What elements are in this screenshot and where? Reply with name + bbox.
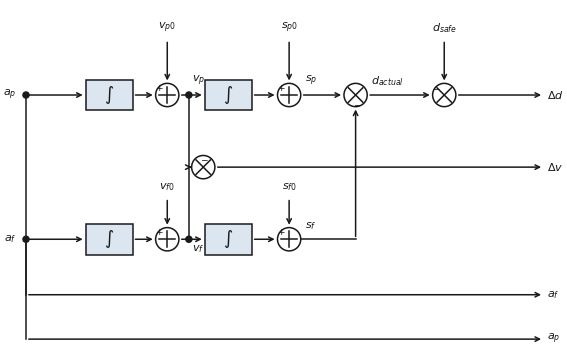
Text: $a_f$: $a_f$	[3, 233, 16, 245]
FancyBboxPatch shape	[86, 224, 133, 254]
Circle shape	[155, 83, 179, 107]
Text: +: +	[155, 84, 162, 93]
Text: $-$: $-$	[353, 99, 362, 108]
Text: $a_p$: $a_p$	[3, 88, 16, 102]
Text: $v_p$: $v_p$	[192, 73, 205, 88]
Text: $-$: $-$	[433, 83, 441, 92]
Text: $\Delta v$: $\Delta v$	[547, 161, 563, 173]
Text: $\int$: $\int$	[223, 84, 233, 106]
Circle shape	[344, 83, 367, 107]
Text: $\int$: $\int$	[104, 228, 114, 250]
Circle shape	[433, 83, 456, 107]
Circle shape	[186, 92, 192, 98]
Text: $s_{f0}$: $s_{f0}$	[282, 181, 297, 193]
FancyBboxPatch shape	[86, 80, 133, 110]
Text: $v_{p0}$: $v_{p0}$	[158, 21, 176, 35]
Text: $s_{p0}$: $s_{p0}$	[281, 21, 298, 35]
Text: $a_f$: $a_f$	[547, 289, 559, 300]
Text: $s_f$: $s_f$	[304, 220, 316, 232]
Text: $v_{f0}$: $v_{f0}$	[159, 181, 175, 193]
Text: $d_{actual}$: $d_{actual}$	[371, 74, 404, 88]
Text: +: +	[277, 84, 284, 93]
FancyBboxPatch shape	[205, 224, 252, 254]
Text: +: +	[277, 228, 284, 237]
Text: $d_{safe}$: $d_{safe}$	[431, 21, 457, 35]
Text: +: +	[155, 228, 162, 237]
Text: $v_f$: $v_f$	[192, 244, 204, 256]
Circle shape	[277, 228, 301, 251]
Circle shape	[186, 236, 192, 242]
Text: $-$: $-$	[200, 154, 209, 163]
Circle shape	[155, 228, 179, 251]
Text: $\int$: $\int$	[104, 84, 114, 106]
Circle shape	[192, 156, 215, 179]
Text: $a_p$: $a_p$	[547, 332, 560, 346]
Circle shape	[23, 236, 29, 242]
Circle shape	[23, 92, 29, 98]
Text: $s_p$: $s_p$	[304, 73, 317, 88]
FancyBboxPatch shape	[205, 80, 252, 110]
Text: $\Delta d$: $\Delta d$	[547, 89, 564, 101]
Text: $\int$: $\int$	[223, 228, 233, 250]
Circle shape	[277, 83, 301, 107]
